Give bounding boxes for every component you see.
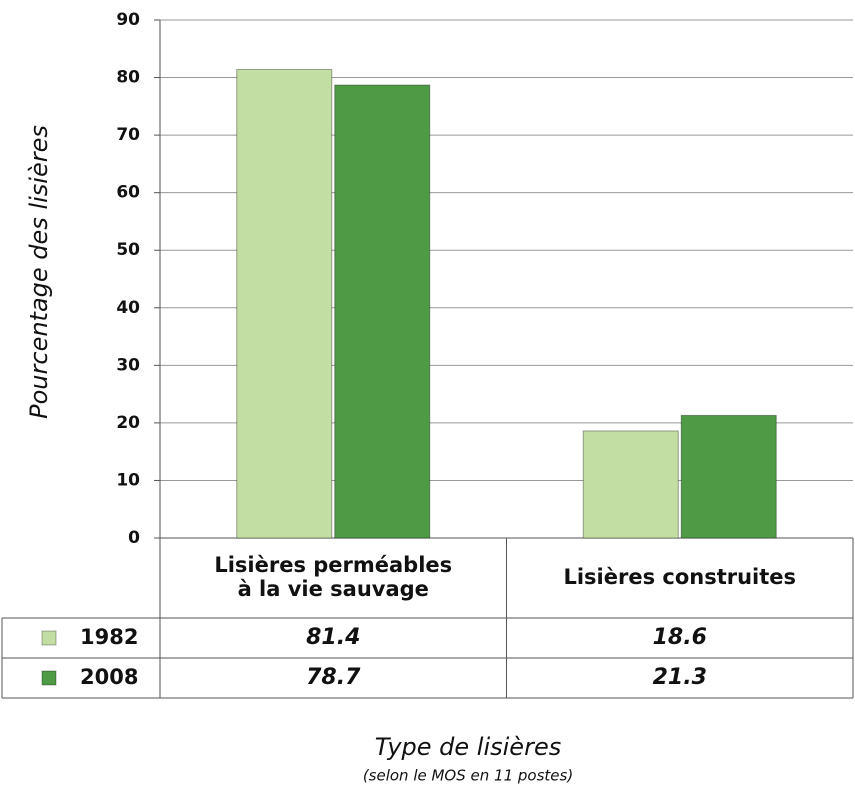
bar xyxy=(680,414,777,539)
y-tick-label: 10 xyxy=(116,470,140,490)
legend-swatch xyxy=(41,670,57,686)
bar xyxy=(236,68,333,539)
y-tick-label: 30 xyxy=(116,355,140,375)
bar xyxy=(334,84,431,539)
table-value: 81.4 xyxy=(306,625,360,650)
table-value: 18.6 xyxy=(653,625,707,650)
y-axis-title: Pourcentage des lisières xyxy=(25,125,53,419)
y-tick-label: 70 xyxy=(116,125,140,145)
legend-swatch xyxy=(41,630,57,646)
legend-label: 2008 xyxy=(80,665,138,689)
y-tick-label: 90 xyxy=(116,10,140,30)
y-tick-label: 60 xyxy=(116,183,140,203)
table-value: 78.7 xyxy=(306,665,361,690)
y-tick-label: 0 xyxy=(128,528,140,548)
x-axis-subtitle: (selon le MOS en 11 postes) xyxy=(363,767,573,785)
legend-label: 1982 xyxy=(80,625,138,649)
bar xyxy=(582,430,679,539)
x-axis-title: Type de lisières xyxy=(375,733,561,761)
y-tick-label: 20 xyxy=(116,413,140,433)
y-tick-label: 40 xyxy=(116,298,140,318)
category-label: Lisières perméables à la vie sauvage xyxy=(214,553,452,601)
category-label: Lisières construites xyxy=(563,565,796,589)
table-value: 21.3 xyxy=(653,665,707,690)
y-tick-label: 80 xyxy=(116,68,140,88)
y-tick-label: 50 xyxy=(116,240,140,260)
